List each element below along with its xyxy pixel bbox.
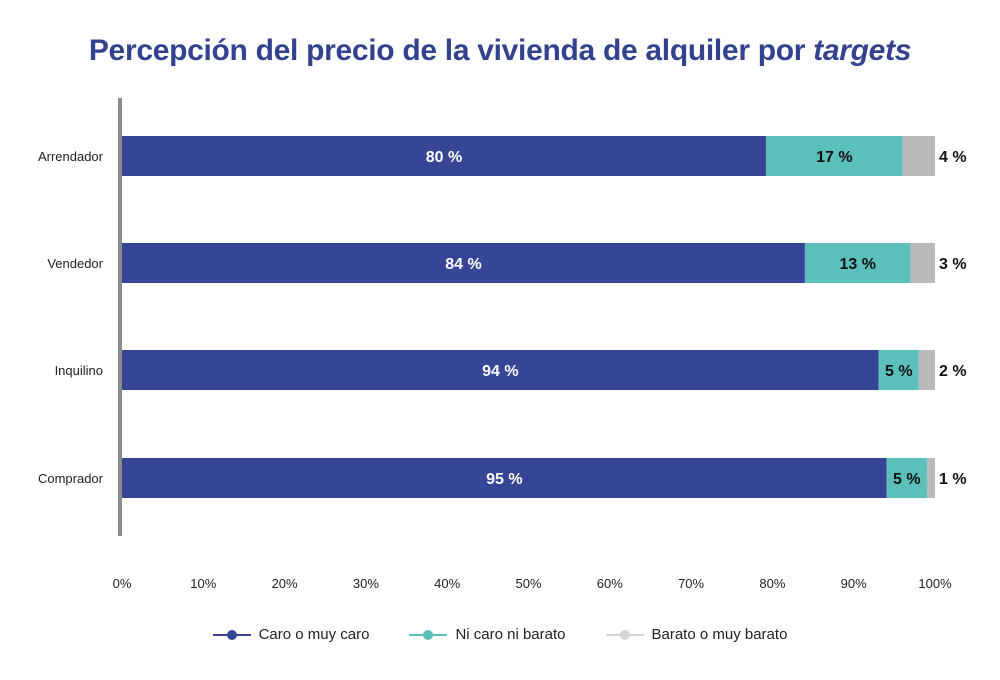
data-label-arrendador-ni-caro-ni-barato: 17 %	[816, 149, 852, 166]
bar-segment-vendedor-caro-o-muy-caro	[122, 243, 805, 283]
legend-marker-barato	[605, 629, 644, 641]
bar-segment-comprador-barato-o-muy-barato	[926, 458, 935, 498]
x-tick-label-9: 90%	[841, 576, 867, 591]
bar-segment-vendedor-ni-caro-ni-barato	[804, 243, 911, 283]
bar-segment-arrendador-ni-caro-ni-barato	[765, 136, 903, 176]
stacked-bar-chart: Arrendador 80 % 17 % 4 % Vendedor 84 % 13 % 3 %…	[38, 98, 967, 591]
legend-marker-ni-caro	[409, 629, 448, 641]
data-label-inquilino-caro-o-muy-caro: 94 %	[482, 363, 518, 380]
legend-label-caro: Caro o muy caro	[258, 626, 370, 643]
category-label-inquilino: Inquilino	[55, 363, 103, 378]
category-label-vendedor: Vendedor	[47, 256, 103, 271]
x-tick-label-6: 60%	[597, 576, 623, 591]
legend-dot-caro	[226, 629, 237, 640]
data-label-comprador-caro-o-muy-caro: 95 %	[486, 471, 522, 488]
x-tick-label-5: 50%	[515, 576, 541, 591]
x-tick-label-8: 80%	[759, 576, 785, 591]
legend-item-ni-caro[interactable]: Ni caro ni barato	[409, 626, 566, 643]
data-label-arrendador-caro-o-muy-caro: 80 %	[426, 149, 462, 166]
chart-title-text: Percepción del precio de la vivienda de …	[88, 34, 814, 67]
legend-label-ni-caro: Ni caro ni barato	[455, 626, 566, 643]
legend-dot-barato	[619, 629, 630, 640]
data-label-comprador-ni-caro-ni-barato: 5 %	[893, 471, 921, 488]
data-label-vendedor-barato-o-muy-barato: 3 %	[939, 256, 967, 273]
legend-label-barato: Barato o muy barato	[651, 626, 788, 643]
bar-segment-inquilino-ni-caro-ni-barato	[878, 350, 919, 390]
x-tick-label-2: 20%	[272, 576, 298, 591]
chart-title: Percepción del precio de la vivienda de …	[0, 34, 1000, 68]
x-tick-label-7: 70%	[678, 576, 704, 591]
x-tick-label-1: 10%	[190, 576, 216, 591]
data-label-comprador-barato-o-muy-barato: 1 %	[939, 471, 967, 488]
data-label-inquilino-ni-caro-ni-barato: 5 %	[885, 363, 913, 380]
legend-item-barato[interactable]: Barato o muy barato	[605, 626, 788, 643]
bar-segment-arrendador-caro-o-muy-caro	[122, 136, 766, 176]
data-label-arrendador-barato-o-muy-barato: 4 %	[939, 149, 967, 166]
bar-segment-inquilino-barato-o-muy-barato	[918, 350, 935, 390]
x-tick-label-4: 40%	[434, 576, 460, 591]
legend-marker-caro	[212, 629, 251, 641]
category-label-comprador: Comprador	[38, 471, 104, 486]
data-label-inquilino-barato-o-muy-barato: 2 %	[939, 363, 967, 380]
x-tick-label-3: 30%	[353, 576, 379, 591]
bar-segment-comprador-ni-caro-ni-barato	[886, 458, 927, 498]
data-label-vendedor-ni-caro-ni-barato: 13 %	[840, 256, 876, 273]
category-label-arrendador: Arrendador	[38, 149, 104, 164]
bar-segment-arrendador-barato-o-muy-barato	[902, 136, 935, 176]
data-label-vendedor-caro-o-muy-caro: 84 %	[445, 256, 481, 273]
chart-legend: Caro o muy caro Ni caro ni barato Barato…	[0, 626, 1000, 643]
bar-segment-vendedor-barato-o-muy-barato	[910, 243, 935, 283]
bar-segment-inquilino-caro-o-muy-caro	[122, 350, 879, 390]
x-tick-label-0: 0%	[113, 576, 132, 591]
x-tick-label-10: 100%	[918, 576, 952, 591]
legend-dot-ni-caro	[423, 629, 434, 640]
bar-segment-comprador-caro-o-muy-caro	[122, 458, 887, 498]
legend-item-caro[interactable]: Caro o muy caro	[212, 626, 370, 643]
chart-title-emphasis: targets	[813, 34, 912, 67]
